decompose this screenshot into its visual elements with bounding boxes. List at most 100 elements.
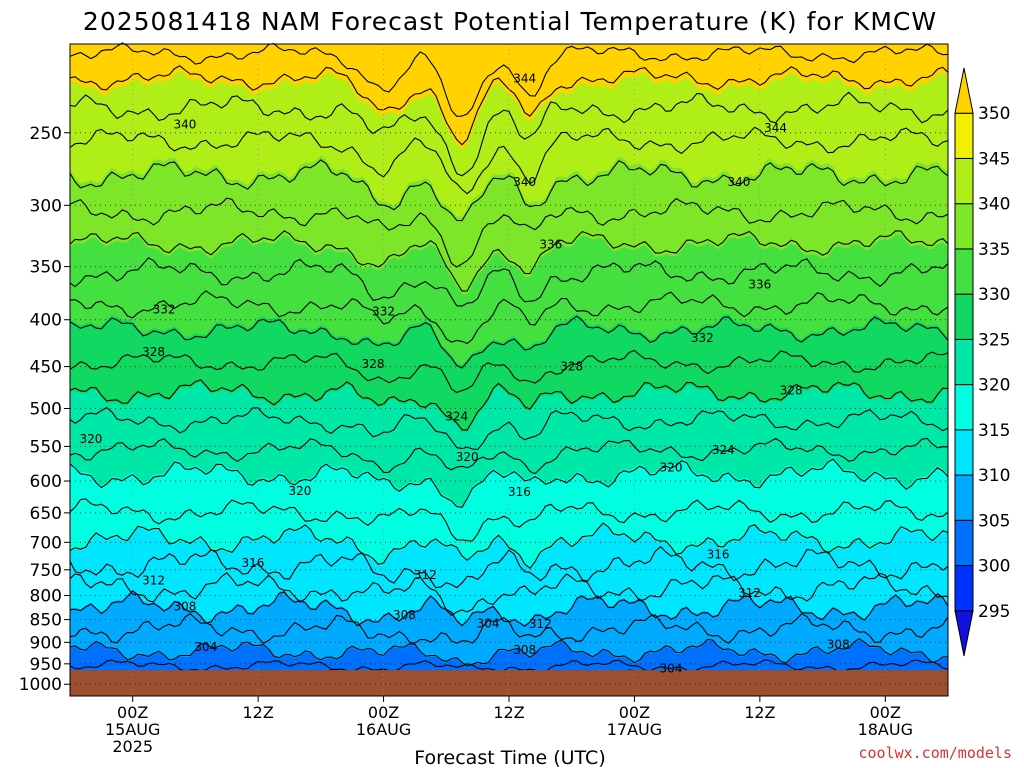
isentrope-342 — [69, 126, 949, 195]
contour-label: 304 — [660, 661, 683, 675]
colorbar-swatch-310 — [954, 429, 974, 476]
isentrope-336 — [69, 230, 949, 292]
x-tick-label: 12Z — [242, 703, 273, 722]
colorbar-swatch-295 — [954, 565, 974, 612]
contour-label: 332 — [153, 303, 176, 317]
contour-label: 320 — [79, 432, 102, 446]
colorbar-swatch-320 — [954, 338, 974, 386]
isentrope-310 — [69, 590, 949, 627]
y-tick-label: 800 — [30, 586, 62, 606]
contour-label: 344 — [764, 121, 787, 135]
isentrope-330 — [69, 315, 949, 369]
y-tick-label: 600 — [30, 472, 62, 492]
y-tick-label: 300 — [30, 196, 62, 216]
contour-label: 328 — [362, 357, 385, 371]
contour-label: 316 — [707, 548, 730, 562]
isentrope-332 — [69, 290, 949, 345]
contour-label: 328 — [142, 345, 165, 359]
x-tick-label: 00Z — [619, 703, 650, 722]
colorbar-label: 340 — [978, 195, 1010, 215]
contour-label: 316 — [241, 556, 264, 570]
colorbar-label: 335 — [978, 240, 1010, 260]
contour-label: 320 — [456, 450, 479, 464]
x-tick-label: 00Z — [870, 703, 901, 722]
colorbar-swatch-300 — [954, 519, 974, 567]
contour-label: 336 — [539, 237, 562, 251]
isentrope-340 — [69, 159, 949, 222]
contour-label: 328 — [560, 360, 583, 374]
contour-label: 308 — [393, 608, 416, 622]
colorbar-label: 315 — [978, 421, 1010, 441]
x-tick-label: 16AUG — [356, 720, 411, 739]
contour-label: 340 — [513, 175, 536, 189]
contour-label: 332 — [372, 305, 395, 319]
colorbar-swatch-340 — [954, 157, 974, 205]
y-tick-label: 650 — [30, 504, 62, 524]
contour-label: 308 — [174, 600, 197, 614]
contour-label: 304 — [194, 640, 217, 654]
colorbar-label: 325 — [978, 330, 1010, 350]
contour-label: 328 — [780, 384, 803, 398]
contour-label: 312 — [142, 573, 165, 587]
grid-layer — [70, 44, 948, 696]
contour-label: 340 — [727, 175, 750, 189]
chart-title: 2025081418 NAM Forecast Potential Temper… — [83, 7, 937, 36]
contour-label: 312 — [529, 617, 552, 631]
y-tick-label: 550 — [30, 437, 62, 457]
colorbar-swatch-high — [954, 67, 974, 114]
y-tick-label: 400 — [30, 311, 62, 331]
colorbar-label: 300 — [978, 557, 1010, 577]
colorbar-label: 305 — [978, 511, 1010, 531]
y-tick-label: 350 — [30, 258, 62, 278]
contour-label: 308 — [827, 638, 850, 652]
contour-fill-layer — [70, 44, 948, 697]
isentrope-334 — [69, 257, 949, 307]
isentrope-338 — [69, 197, 949, 268]
isentrope-324 — [69, 406, 949, 451]
isentrope-322 — [69, 437, 949, 475]
contour-label: 304 — [477, 616, 500, 630]
x-tick-label: 12Z — [493, 703, 524, 722]
contour-label: 336 — [748, 277, 771, 291]
terrain-layer — [70, 670, 948, 696]
x-tick-label: 18AUG — [858, 720, 913, 739]
isentrope-312 — [69, 572, 949, 616]
x-tick-label: 17AUG — [607, 720, 662, 739]
colorbar-label: 350 — [978, 104, 1010, 124]
colorbar-label: 295 — [978, 602, 1010, 622]
contour-label: 320 — [660, 461, 683, 475]
x-tick-label: 15AUG — [105, 720, 160, 739]
x-tick-label: 00Z — [368, 703, 399, 722]
isentrope-348 — [69, 42, 949, 117]
colorbar-swatch-low — [954, 610, 974, 657]
contour-label: 344 — [513, 71, 536, 85]
isentrope-344 — [69, 91, 949, 177]
contour-label: 308 — [513, 643, 536, 657]
colorbar-swatch-325 — [954, 293, 974, 340]
contour-label: 324 — [712, 443, 735, 457]
contour-label: 320 — [288, 484, 311, 498]
colorbar-label: 330 — [978, 285, 1010, 305]
y-tick-label: 750 — [30, 561, 62, 581]
y-tick-label: 1000 — [19, 675, 62, 695]
colorbar: 295 300 305 310 315 320 325 330 335 340 345 350 — [954, 67, 1010, 657]
colorbar-swatch-335 — [954, 203, 974, 250]
credit-text: coolwx.com/models — [858, 744, 1012, 762]
y-tick-label: 900 — [30, 633, 62, 653]
y-axis: 2503003504004505005506006507007508008509… — [19, 124, 70, 695]
contour-label: 316 — [508, 485, 531, 499]
y-tick-label: 700 — [30, 533, 62, 553]
contour-label: 340 — [174, 118, 197, 132]
contour-label: 332 — [691, 331, 714, 345]
contour-label: 312 — [414, 568, 437, 582]
colorbar-swatch-315 — [954, 384, 974, 431]
x-tick-label: 00Z — [117, 703, 148, 722]
y-tick-label: 250 — [30, 124, 62, 144]
colorbar-swatch-345 — [954, 112, 974, 159]
colorbar-label: 320 — [978, 376, 1010, 396]
x-tick-label: 2025 — [112, 737, 153, 756]
x-axis-label: Forecast Time (UTC) — [414, 747, 605, 768]
isentrope-306 — [69, 637, 949, 667]
